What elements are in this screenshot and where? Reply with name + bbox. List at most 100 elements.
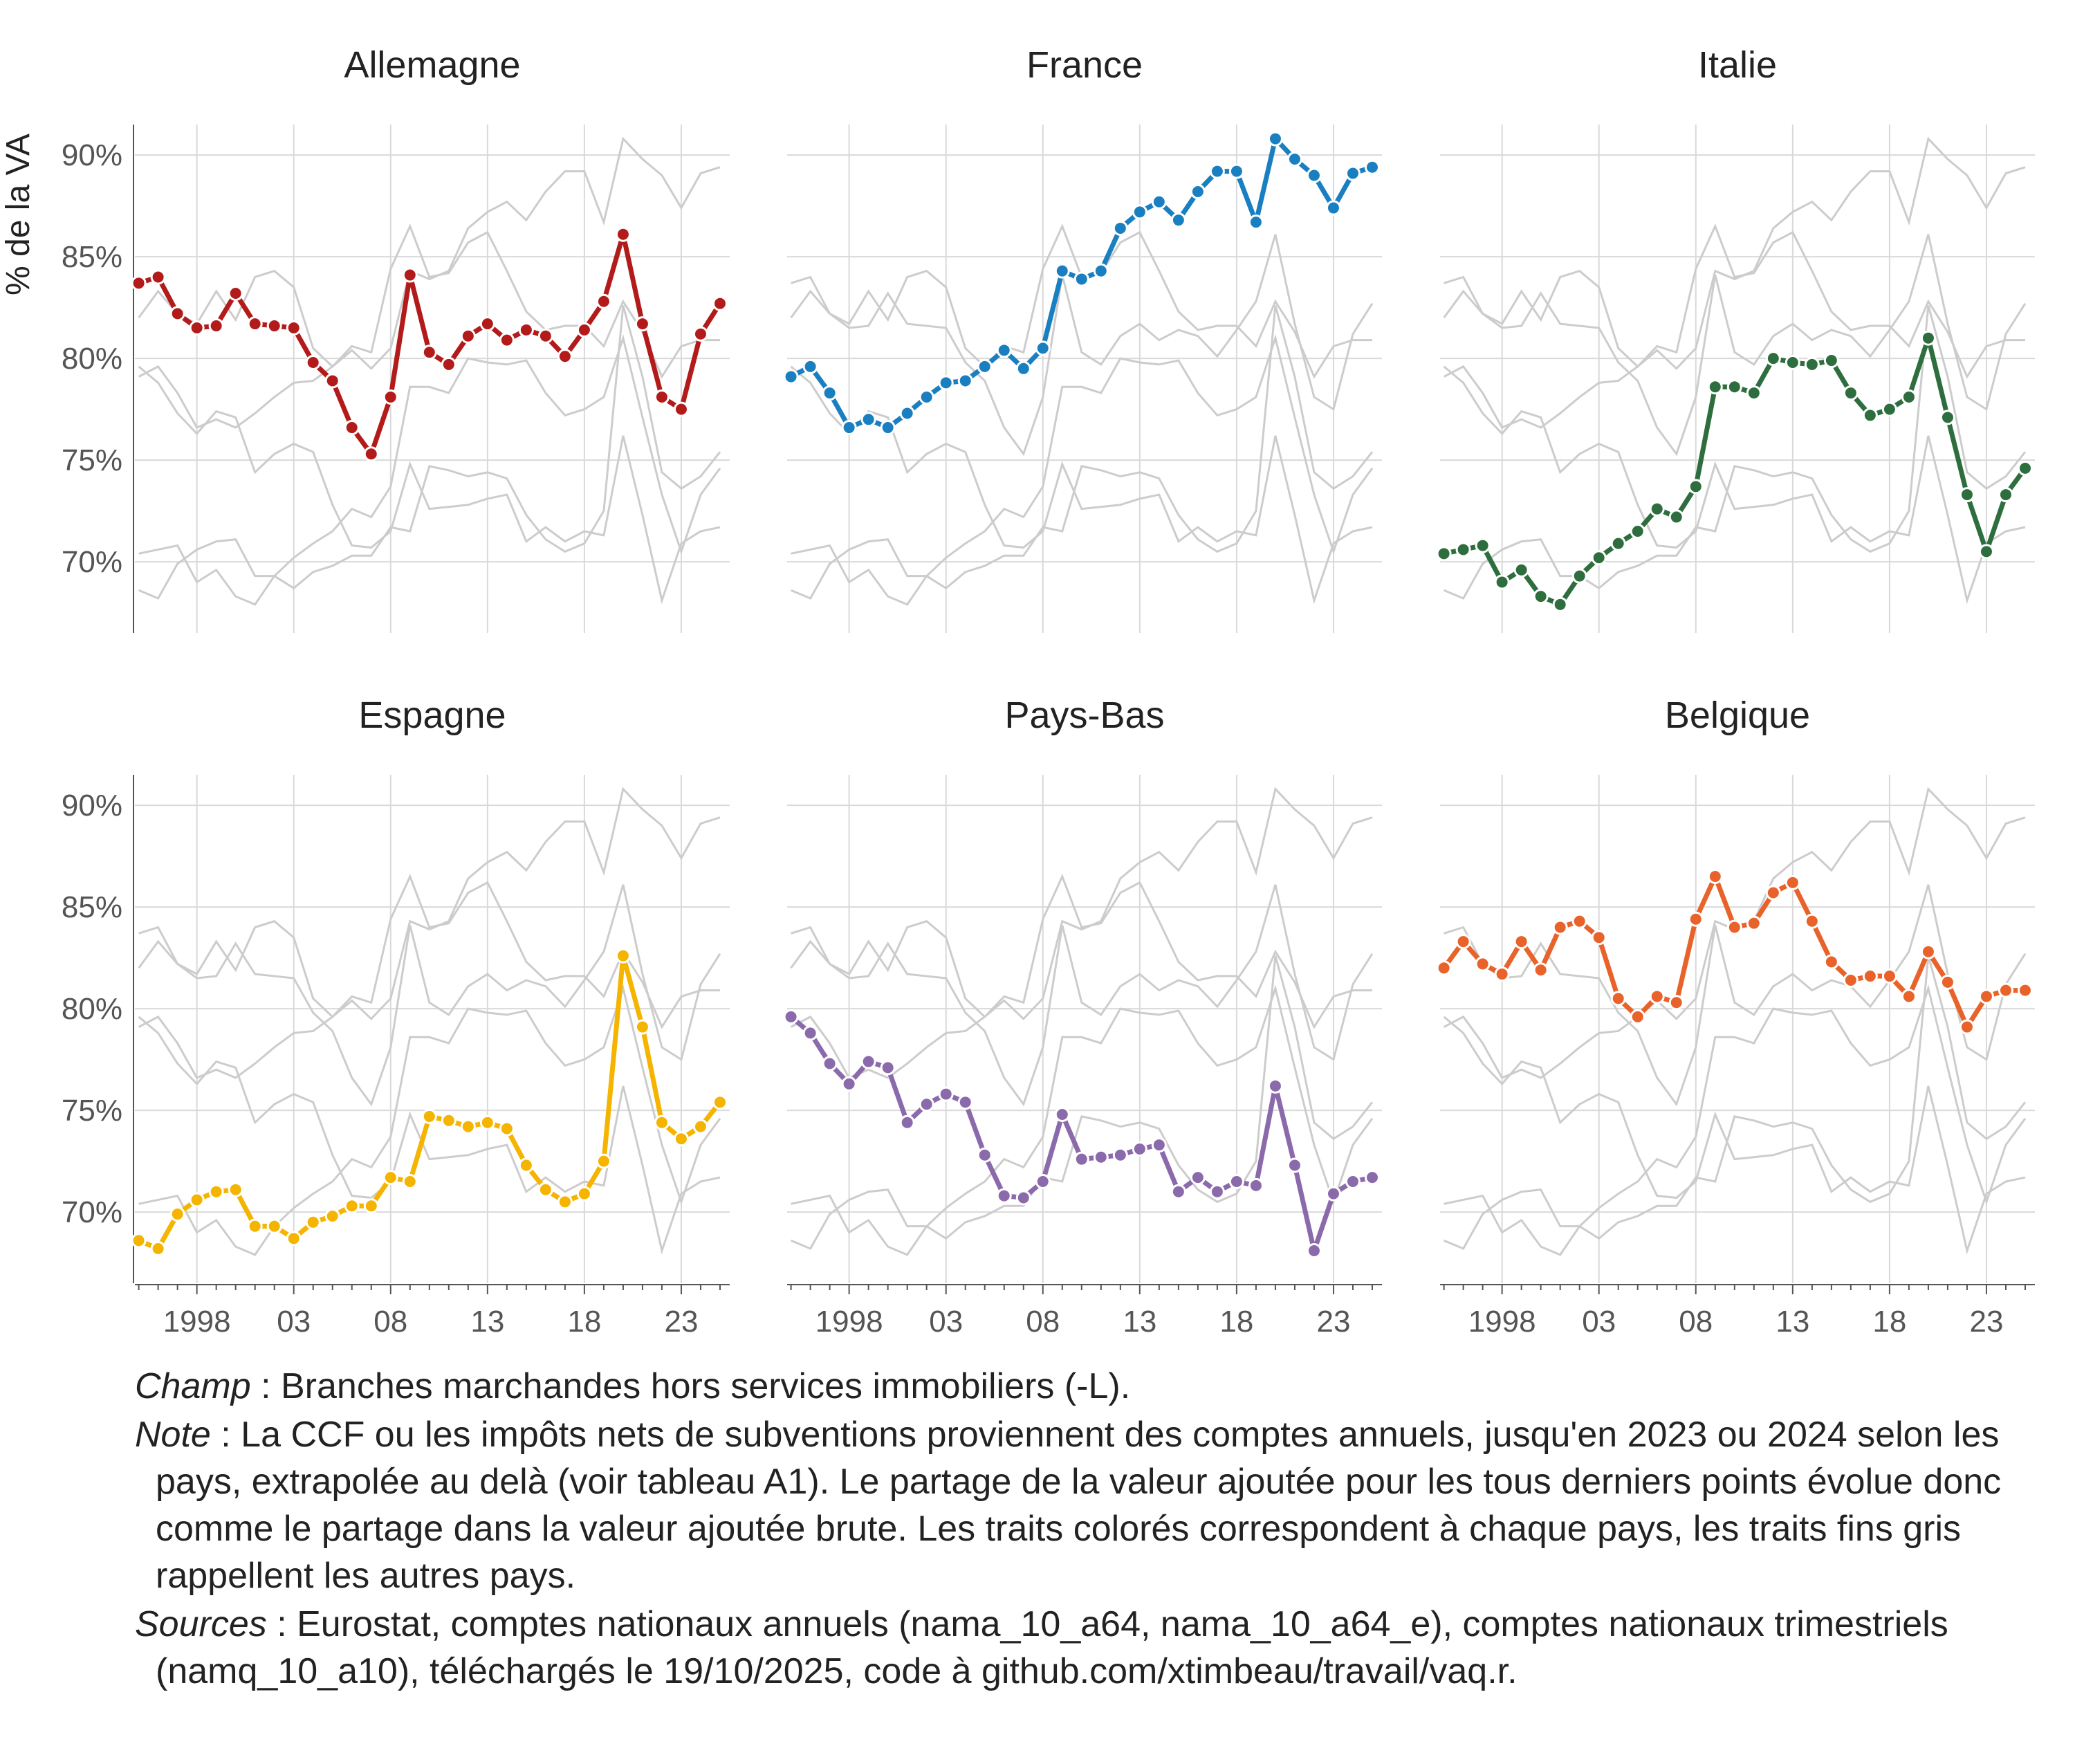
data-point	[1132, 204, 1147, 220]
data-point	[2017, 460, 2033, 476]
data-point	[1494, 966, 1510, 982]
data-point	[363, 446, 379, 462]
panel-espagne: Espagne 70% 75% 80% 85% 90% 1998 03 08 13 18 23	[62, 695, 730, 1339]
data-point	[1707, 379, 1723, 395]
background-line-italie	[791, 984, 1374, 1256]
data-point	[1843, 385, 1859, 401]
background-line-france	[790, 787, 1373, 1079]
data-point	[382, 389, 398, 405]
data-point	[479, 316, 495, 332]
data-point	[460, 1119, 476, 1134]
data-point	[802, 1025, 818, 1041]
y-tick-label: 90%	[62, 138, 122, 172]
data-point	[305, 1214, 321, 1230]
panel-italie: Italie	[1436, 44, 2035, 633]
background-line-france	[138, 787, 721, 1079]
data-point	[1668, 509, 1684, 525]
data-point	[344, 420, 360, 436]
x-tick-label: 13	[1123, 1305, 1156, 1339]
background-line-espagne	[1444, 305, 2027, 600]
panel-france: France	[783, 44, 1382, 633]
data-point	[673, 401, 689, 417]
data-point	[1998, 982, 2013, 998]
data-point	[712, 1094, 728, 1110]
data-point	[286, 320, 302, 336]
data-point	[1112, 1147, 1128, 1163]
data-point	[1228, 1174, 1244, 1189]
x-tick-label: 13	[1776, 1305, 1809, 1339]
data-point	[1707, 869, 1723, 884]
background-line-allemagne	[1444, 884, 2027, 1107]
data-point	[1881, 401, 1897, 417]
data-point	[841, 1076, 857, 1092]
data-point	[1455, 542, 1471, 558]
data-point	[1054, 1106, 1070, 1122]
note-text: : La CCF ou les impôts nets de subventio…	[156, 1415, 2002, 1596]
background-line-france	[1443, 136, 2026, 429]
data-point	[919, 389, 934, 405]
data-point	[822, 1056, 838, 1072]
data-point	[1306, 167, 1322, 183]
data-point	[1649, 501, 1665, 517]
data-point	[1688, 479, 1704, 495]
data-point	[518, 322, 534, 338]
data-point	[344, 1198, 360, 1214]
x-tick-label: 23	[1969, 1305, 2003, 1339]
data-point	[1746, 385, 1762, 401]
data-point	[634, 1019, 650, 1035]
data-point	[1073, 1151, 1089, 1167]
data-point	[880, 1060, 896, 1076]
data-point	[189, 320, 205, 336]
data-point	[1209, 163, 1225, 179]
data-point	[1190, 184, 1206, 200]
data-point	[692, 1119, 708, 1134]
x-tick-label: 18	[1219, 1305, 1253, 1339]
background-line-allemagne	[138, 884, 721, 1107]
data-point	[402, 1174, 418, 1189]
data-point	[1552, 919, 1568, 935]
data-point	[1364, 159, 1380, 175]
y-tick-label: 85%	[62, 240, 122, 274]
data-point	[228, 286, 243, 302]
data-point	[899, 405, 915, 421]
panel-title: Allemagne	[344, 44, 520, 86]
data-point	[1862, 968, 1878, 984]
background-line-belgique	[790, 874, 1372, 1029]
data-point	[957, 1094, 973, 1110]
data-point	[1591, 930, 1607, 946]
data-point	[1978, 989, 1994, 1004]
data-point	[576, 1186, 592, 1202]
background-line-france	[138, 136, 721, 429]
data-point	[169, 1206, 185, 1222]
background-line-pays-bas	[1443, 365, 2026, 605]
background-line-espagne	[138, 305, 721, 600]
data-point	[615, 948, 631, 964]
data-point	[1901, 989, 1917, 1004]
data-point	[1552, 596, 1568, 612]
data-point	[1170, 1184, 1186, 1200]
background-line-belgique	[138, 874, 720, 1029]
data-point	[537, 328, 553, 344]
data-point	[305, 354, 321, 370]
data-point	[1571, 568, 1587, 584]
data-point	[1286, 151, 1302, 167]
data-point	[286, 1231, 302, 1247]
data-point	[996, 342, 1012, 358]
data-point	[1978, 544, 1994, 560]
data-point	[1630, 1009, 1645, 1025]
background-line-pays-bas	[138, 365, 721, 605]
x-tick-label: 03	[1582, 1305, 1616, 1339]
data-point	[460, 328, 476, 344]
y-tick-label: 80%	[62, 342, 122, 376]
data-point	[169, 306, 185, 322]
data-point	[1862, 407, 1878, 423]
x-tick-label: 03	[277, 1305, 311, 1339]
y-tick-label: 90%	[62, 789, 122, 823]
data-point	[1132, 1141, 1147, 1157]
data-point	[596, 1153, 611, 1169]
panel-belgique: Belgique 1998 03 08 13 18 23	[1436, 695, 2035, 1339]
data-point	[654, 1114, 670, 1130]
sources-note: Sources : Eurostat, comptes nationaux an…	[135, 1601, 2044, 1695]
data-point	[1345, 1174, 1361, 1189]
x-tick-label: 1998	[1468, 1305, 1536, 1339]
